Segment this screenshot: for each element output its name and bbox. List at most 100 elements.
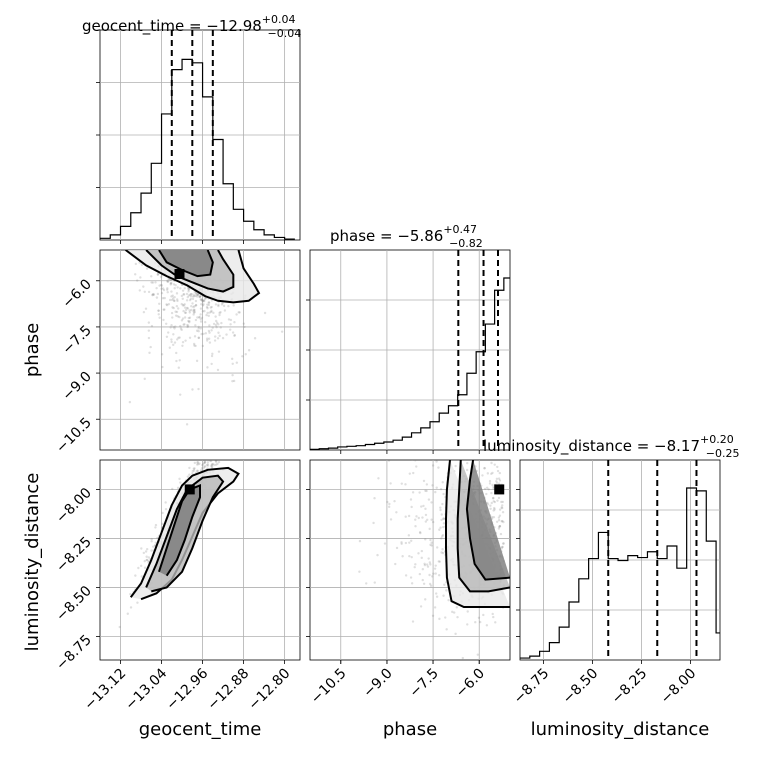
ld-vs-phase-point [495, 520, 499, 523]
ld-vs-phase-point [490, 491, 493, 495]
ld-vs-phase-point [482, 613, 485, 617]
ld-vs-phase-point [501, 542, 505, 545]
ld-vs-phase-point [486, 503, 490, 506]
phase-vs-geocent-time-point [192, 311, 196, 314]
phase-vs-geocent-time-point [178, 315, 181, 319]
ld-vs-phase-point [483, 467, 486, 470]
phase-vs-geocent-time-point [150, 275, 153, 278]
ld-vs-geocent-time-point [203, 465, 207, 468]
ld-vs-phase-point [492, 487, 495, 490]
geocent-time-xtick-label-2: −12.96 [163, 665, 211, 713]
phase-vs-geocent-time-point [202, 299, 206, 303]
phase-vs-geocent-time-point [172, 325, 175, 329]
ld-vs-phase-point [492, 509, 495, 512]
ld-vs-phase-point [411, 491, 415, 494]
ld-vs-geocent-time-point [220, 443, 222, 445]
phase-vs-geocent-time-point [207, 301, 211, 304]
ld-vs-phase-contour-0 [445, 460, 510, 609]
ld-vs-phase-point [429, 563, 432, 566]
ld-vs-geocent-time-point [201, 463, 205, 466]
ld-vs-phase-point [400, 541, 403, 544]
ld-vs-geocent-time-point [223, 428, 225, 430]
ld-vs-phase-point [480, 384, 482, 386]
ld-vs-geocent-time-point [202, 453, 204, 455]
phase-vs-geocent-time-point [205, 339, 209, 342]
ld-vs-phase-point [417, 516, 420, 520]
ld-vs-phase-point [445, 589, 448, 592]
phase-vs-geocent-time-point [172, 283, 176, 286]
ld-vs-phase-point [491, 497, 495, 500]
ld-vs-phase-point [409, 498, 413, 501]
ld-vs-phase-point [430, 501, 433, 504]
phase-vs-geocent-time-point [206, 306, 209, 310]
phase-vs-geocent-time-point [173, 341, 177, 344]
phase-vs-geocent-time-point [205, 305, 209, 309]
phase-vs-geocent-time-point [168, 346, 172, 349]
ld-vs-geocent-time-point [227, 427, 229, 429]
ld-vs-phase-point [494, 621, 497, 624]
ld-vs-phase-contours [445, 460, 510, 609]
phase-ytick-label-3: −10.5 [53, 415, 95, 457]
phase-vs-geocent-time-point [187, 294, 191, 297]
phase-xtick-label-0: −10.5 [308, 666, 350, 708]
phase-vs-geocent-time-point [187, 288, 190, 291]
phase-vs-geocent-time-point [193, 335, 197, 338]
ld-vs-phase-point [414, 524, 417, 528]
ld-vs-geocent-time-point [161, 522, 164, 526]
phase-vs-geocent-time-point [138, 289, 142, 292]
ld-vs-phase-point [439, 487, 443, 491]
phase-vs-geocent-time-point [197, 327, 200, 330]
phase-vs-geocent-time-point [210, 329, 213, 332]
ld-vs-geocent-time-point [154, 541, 157, 544]
ld-vs-phase-point [497, 496, 501, 500]
phase-vs-geocent-time-point [174, 310, 177, 313]
ld-vs-phase-point [481, 474, 484, 477]
ld-vs-phase-point [437, 560, 440, 563]
phase-vs-geocent-time-point [152, 293, 156, 296]
ld-vs-phase-point [497, 519, 501, 522]
ld-vs-phase-point [476, 653, 479, 656]
ld-vs-geocent-time-point [195, 469, 199, 472]
ld-vs-phase-point [426, 565, 430, 568]
ld-vs-phase-point [441, 551, 445, 555]
ld-vs-phase-point [422, 582, 426, 585]
phase-vs-geocent-time-point [225, 333, 228, 336]
ld-vs-phase-point [400, 542, 403, 545]
phase-vs-geocent-time-point [180, 328, 183, 332]
phase-vs-geocent-time-point [191, 295, 195, 298]
ld-vs-phase-point [441, 481, 444, 484]
phase-vs-geocent-time-point [200, 316, 204, 319]
phase-vs-geocent-time-point [194, 304, 198, 307]
ld-vs-phase-point [423, 563, 427, 567]
phase-vs-geocent-time-point [169, 326, 172, 329]
phase-vs-geocent-time-point [194, 344, 197, 348]
ld-vs-geocent-time-point [210, 453, 212, 455]
ld-vs-geocent-time-contour-1 [145, 474, 225, 593]
ld-vs-geocent-time-point [178, 477, 181, 481]
ld-vs-phase-point [498, 479, 502, 482]
phase-vs-geocent-time-point [200, 298, 203, 301]
phase-vs-geocent-time-point [169, 282, 172, 285]
ld-vs-phase-point [490, 501, 493, 505]
ld-vs-geocent-time-point [201, 463, 204, 467]
ld-vs-geocent-time-point [206, 464, 210, 467]
ld-vs-phase-contour-2 [465, 460, 510, 581]
ld-vs-phase-point [433, 457, 435, 459]
phase-vs-geocent-time-point [192, 308, 196, 312]
phase-vs-geocent-time-point [195, 359, 199, 363]
ld-vs-geocent-time-point [218, 451, 220, 453]
phase-vs-geocent-time-point [187, 316, 191, 320]
phase-vs-geocent-time-point [161, 365, 164, 369]
phase-vs-geocent-time-point [174, 325, 177, 328]
phase-vs-geocent-time-point [220, 321, 223, 325]
ld-vs-phase-point [457, 447, 459, 449]
ld-vs-geocent-time-point [150, 549, 153, 552]
phase-vs-geocent-time-point [199, 327, 203, 330]
ld-vs-phase-point [418, 530, 422, 534]
phase-vs-geocent-time-point [175, 310, 179, 314]
phase-vs-geocent-time-point [199, 317, 203, 321]
ld-vs-phase-point [429, 584, 433, 587]
phase-vs-geocent-time-point [151, 293, 154, 297]
ld-vs-geocent-time-point [143, 559, 146, 563]
phase-vs-geocent-time-point [198, 316, 201, 319]
